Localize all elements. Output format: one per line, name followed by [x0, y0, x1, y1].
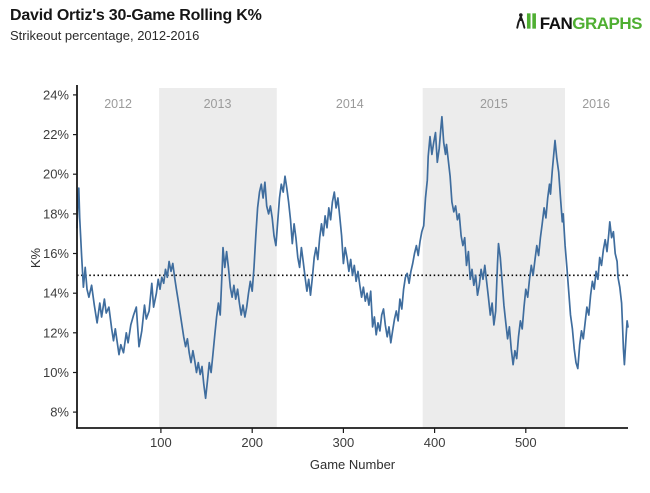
- season-label-2013: 2013: [204, 97, 232, 111]
- x-tick-label: 100: [150, 435, 172, 450]
- y-tick-label: 10%: [43, 365, 69, 380]
- plot-svg: 2012 2013 2014 2015 2016 8% 10% 12% 14% 16% 18% 20%…: [28, 85, 629, 472]
- y-tick-label: 8%: [50, 405, 69, 420]
- x-tick-label: 400: [424, 435, 446, 450]
- chart-header: David Ortiz's 30-Game Rolling K% Strikeo…: [10, 6, 642, 44]
- season-label-2012: 2012: [104, 97, 132, 111]
- season-label-2015: 2015: [480, 97, 508, 111]
- logo-text-graphs: GRAPHS: [572, 13, 642, 33]
- kpct-rolling-line-chart: 2012 2013 2014 2015 2016 8% 10% 12% 14% 16% 18% 20%…: [0, 60, 650, 488]
- rolling-kpct-line: [76, 115, 629, 400]
- y-tick-label: 16%: [43, 246, 69, 261]
- x-tick-label: 300: [333, 435, 355, 450]
- logo-text-fan: FAN: [539, 13, 573, 33]
- page-subtitle: Strikeout percentage, 2012-2016: [10, 28, 200, 43]
- page-title: David Ortiz's 30-Game Rolling K%: [10, 7, 262, 24]
- season-band-2013: [159, 88, 277, 428]
- title-block: David Ortiz's 30-Game Rolling K% Strikeo…: [10, 6, 262, 44]
- season-label-2014: 2014: [336, 97, 364, 111]
- y-tick-label: 18%: [43, 206, 69, 221]
- y-tick-label: 12%: [43, 325, 69, 340]
- y-tick-label: 14%: [43, 286, 69, 301]
- y-tick-label: 24%: [43, 87, 69, 102]
- fangraphs-batter-icon: [516, 12, 537, 35]
- x-axis-title: Game Number: [310, 457, 396, 472]
- y-tick-label: 20%: [43, 167, 69, 182]
- x-tick-label: 200: [241, 435, 263, 450]
- logo-text: FANGRAPHS: [539, 13, 643, 34]
- x-tick-label: 500: [515, 435, 537, 450]
- y-tick-label: 22%: [43, 127, 69, 142]
- y-axis-title: K%: [28, 247, 43, 268]
- season-label-2016: 2016: [582, 97, 610, 111]
- fangraphs-logo: FANGRAPHS: [516, 12, 642, 35]
